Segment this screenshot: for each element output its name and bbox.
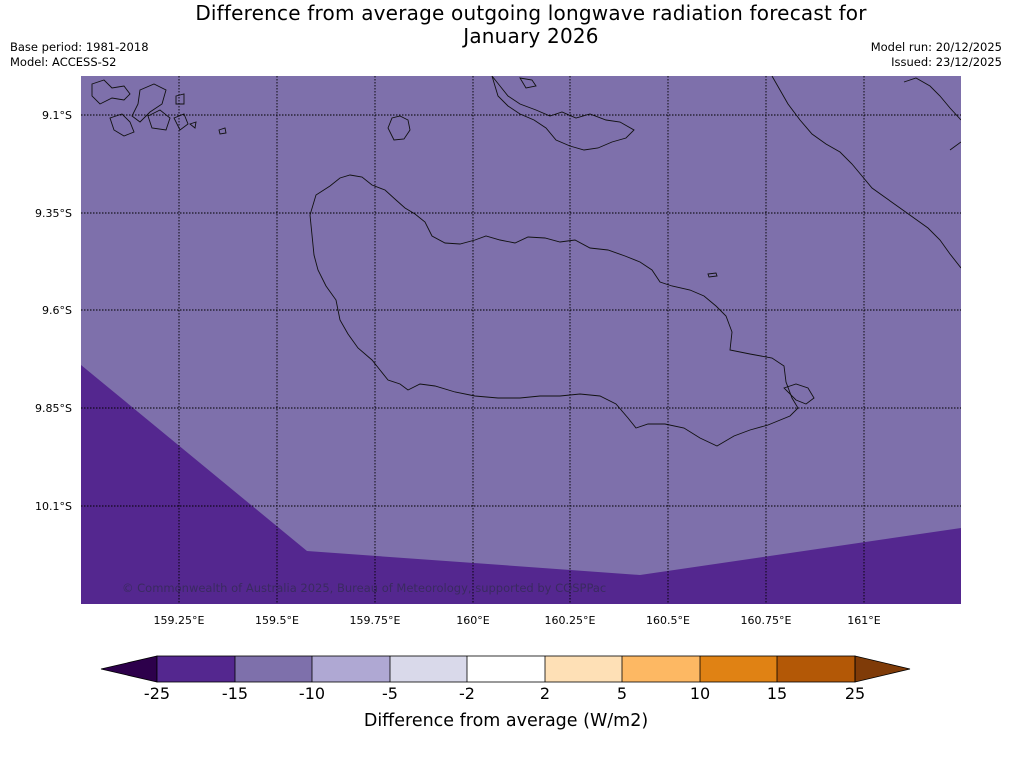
lat-label: 10.1°S <box>35 500 72 513</box>
lon-label: 160.5°E <box>646 614 690 627</box>
latitude-labels: 9.1°S 9.35°S 9.6°S 9.85°S 10.1°S <box>35 109 72 513</box>
title-line-2: January 2026 <box>463 24 599 48</box>
colorbar-swatch <box>545 656 622 682</box>
title-line-1: Difference from average outgoing longwav… <box>195 1 867 25</box>
lon-label: 160.75°E <box>741 614 792 627</box>
colorbar-label: -25 <box>144 684 170 703</box>
graticule <box>81 76 961 604</box>
colorbar-swatch <box>390 656 467 682</box>
colorbar-title: Difference from average (W/m2) <box>364 711 648 731</box>
meta-right: Model run: 20/12/2025 Issued: 23/12/2025 <box>871 40 1002 70</box>
colorbar-label: 15 <box>767 684 787 703</box>
issued-date: Issued: 23/12/2025 <box>891 55 1002 69</box>
lat-label: 9.35°S <box>35 207 72 220</box>
coastline-islet-small <box>707 272 718 278</box>
colorbar-swatch <box>312 656 390 682</box>
colorbar-swatch <box>700 656 777 682</box>
lon-label: 160.25°E <box>545 614 596 627</box>
coastline-russell-7 <box>189 121 197 129</box>
colorbar-swatch <box>622 656 700 682</box>
coastline-russell-6 <box>175 93 185 105</box>
colorbar-dividers <box>234 656 778 682</box>
lat-label: 9.85°S <box>35 402 72 415</box>
coastline-russell-4 <box>147 109 171 131</box>
colorbar-swatch <box>235 656 312 682</box>
colorbar-under-extension <box>100 655 158 683</box>
lat-label: 9.6°S <box>42 304 72 317</box>
base-period: Base period: 1981-2018 <box>10 40 149 54</box>
coastline-russell-3 <box>109 113 135 137</box>
coastline-russell-2 <box>131 83 167 123</box>
anomaly-region-minus15 <box>81 365 961 604</box>
lon-label: 161°E <box>847 614 880 627</box>
coastline-russell-8 <box>218 127 227 135</box>
lon-label: 160°E <box>456 614 489 627</box>
colorbar-swatch <box>777 656 855 682</box>
coastline-malaita-north <box>903 77 961 121</box>
colorbar-label: 10 <box>690 684 710 703</box>
coastline-savo <box>387 115 411 141</box>
colorbar-label: -5 <box>382 684 398 703</box>
colorbar-label: -2 <box>459 684 475 703</box>
map-area: © Commonwealth of Australia 2025, Bureau… <box>81 76 961 604</box>
colorbar-label: 2 <box>540 684 550 703</box>
coastline-guadalcanal <box>309 174 799 447</box>
lon-label: 159.5°E <box>255 614 299 627</box>
colorbar: -25 -15 -10 -5 -2 2 5 10 15 25 Differenc… <box>100 655 911 731</box>
coastline-florida-islands <box>491 76 635 151</box>
colorbar-label: -15 <box>222 684 248 703</box>
colorbar-label: -10 <box>299 684 325 703</box>
colorbar-label: 25 <box>845 684 865 703</box>
lat-label: 9.1°S <box>42 109 72 122</box>
lon-label: 159.75°E <box>350 614 401 627</box>
model-run: Model run: 20/12/2025 <box>870 40 1002 54</box>
coastline-malaita-islet <box>949 141 961 151</box>
coastline-russell-1 <box>91 79 131 105</box>
colorbar-swatch <box>157 656 235 682</box>
meta-left: Base period: 1981-2018 Model: ACCESS-S2 <box>10 40 149 70</box>
colorbar-over-extension <box>854 655 911 683</box>
chart-title: Difference from average outgoing longwav… <box>0 2 1011 48</box>
model-name: Model: ACCESS-S2 <box>10 55 117 69</box>
coastline-florida-islet <box>519 77 537 89</box>
coastline-islet-east <box>783 383 815 405</box>
colorbar-outline <box>156 655 856 683</box>
colorbar-tick-labels: -25 -15 -10 -5 -2 2 5 10 15 25 <box>144 684 865 703</box>
longitude-labels: 159.25°E 159.5°E 159.75°E 160°E 160.25°E… <box>154 614 881 627</box>
colorbar-swatch <box>467 656 545 682</box>
copyright-notice: © Commonwealth of Australia 2025, Bureau… <box>122 581 606 595</box>
lon-label: 159.25°E <box>154 614 205 627</box>
colorbar-label: 5 <box>617 684 627 703</box>
